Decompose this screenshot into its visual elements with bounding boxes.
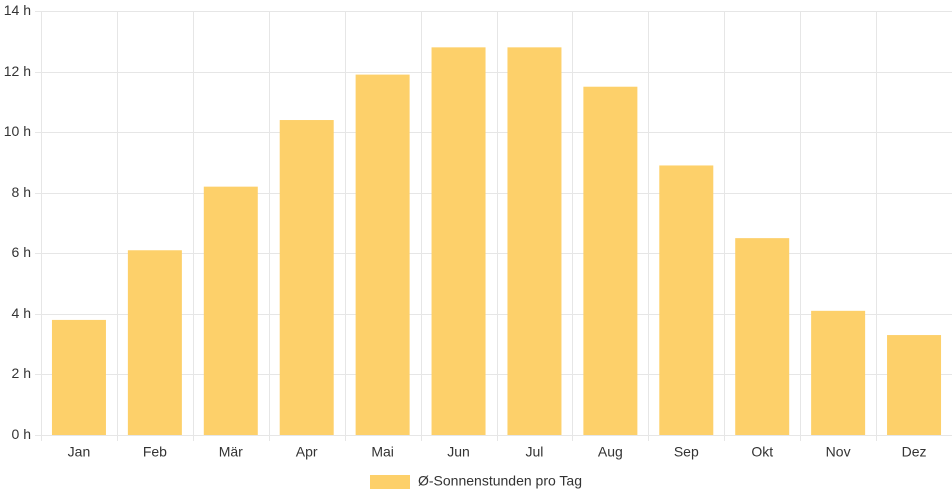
- bar-mär[interactable]: [203, 186, 258, 435]
- bar-feb[interactable]: [127, 250, 182, 435]
- bar-mai[interactable]: [355, 74, 410, 435]
- bar-okt[interactable]: [735, 238, 790, 435]
- legend[interactable]: Ø-Sonnenstunden pro Tag: [370, 473, 582, 489]
- x-tick-label: Apr: [296, 444, 318, 460]
- x-tick-label: Jun: [447, 444, 470, 460]
- bar-jun[interactable]: [431, 47, 486, 435]
- y-axis-ticks: 0 h 2 h 4 h 6 h 8 h 10 h 12 h 14 h: [4, 2, 31, 442]
- bar-dez[interactable]: [887, 335, 942, 435]
- bars: [51, 47, 942, 436]
- x-tick-label: Aug: [598, 444, 623, 460]
- legend-label[interactable]: Ø-Sonnenstunden pro Tag: [418, 473, 582, 489]
- x-tick-label: Okt: [751, 444, 773, 460]
- y-tick-label: 8 h: [12, 184, 31, 200]
- y-tick-label: 14 h: [4, 2, 31, 18]
- x-tick-label: Mär: [219, 444, 243, 460]
- y-tick-label: 4 h: [12, 305, 31, 321]
- y-tick-label: 10 h: [4, 123, 31, 139]
- y-tick-label: 0 h: [12, 426, 31, 442]
- bar-nov[interactable]: [811, 310, 866, 435]
- bar-jul[interactable]: [507, 47, 562, 435]
- bar-jan[interactable]: [51, 319, 106, 435]
- x-axis-ticks: Jan Feb Mär Apr Mai Jun Jul Aug Sep Okt Nov Dez: [68, 444, 927, 460]
- bar-aug[interactable]: [583, 86, 638, 435]
- x-tick-label: Jul: [526, 444, 544, 460]
- bar-sep[interactable]: [659, 165, 714, 435]
- y-tick-label: 12 h: [4, 63, 31, 79]
- x-tick-label: Mai: [371, 444, 394, 460]
- x-tick-label: Nov: [826, 444, 851, 460]
- y-tick-label: 2 h: [12, 365, 31, 381]
- grid: [35, 11, 952, 441]
- bar-apr[interactable]: [279, 120, 334, 436]
- y-tick-label: 6 h: [12, 244, 31, 260]
- x-tick-label: Jan: [68, 444, 91, 460]
- x-tick-label: Feb: [143, 444, 167, 460]
- legend-swatch[interactable]: [370, 475, 410, 489]
- x-tick-label: Sep: [674, 444, 699, 460]
- x-tick-label: Dez: [902, 444, 927, 460]
